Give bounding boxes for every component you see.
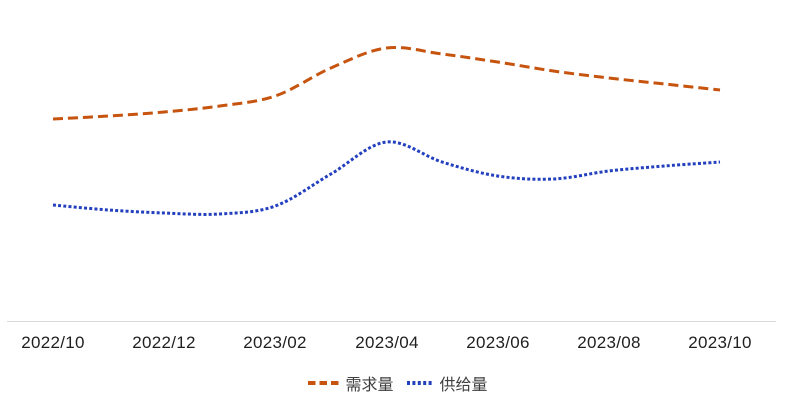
legend: 需求量 供给量 — [0, 371, 796, 395]
x-axis-label: 2023/02 — [243, 333, 307, 352]
x-axis-label: 2022/12 — [132, 333, 196, 352]
legend-marker-dashed-icon — [308, 381, 340, 385]
legend-item-supply: 供给量 — [406, 371, 488, 395]
x-axis-label: 2023/04 — [355, 333, 419, 352]
legend-label-supply: 供给量 — [439, 377, 488, 394]
demand-series-line — [52, 46, 721, 121]
x-axis-label: 2022/10 — [21, 333, 85, 352]
supply-series-line — [52, 140, 721, 216]
x-axis-label: 2023/06 — [466, 333, 530, 352]
legend-label-demand: 需求量 — [345, 377, 394, 394]
x-axis-label: 2023/08 — [577, 333, 641, 352]
legend-item-demand: 需求量 — [308, 371, 394, 395]
x-axis: 2022/10 2022/12 2023/02 2023/04 2023/06 … — [0, 333, 796, 355]
x-axis-label: 2023/10 — [688, 333, 752, 352]
legend-marker-dotted-icon — [406, 381, 434, 385]
